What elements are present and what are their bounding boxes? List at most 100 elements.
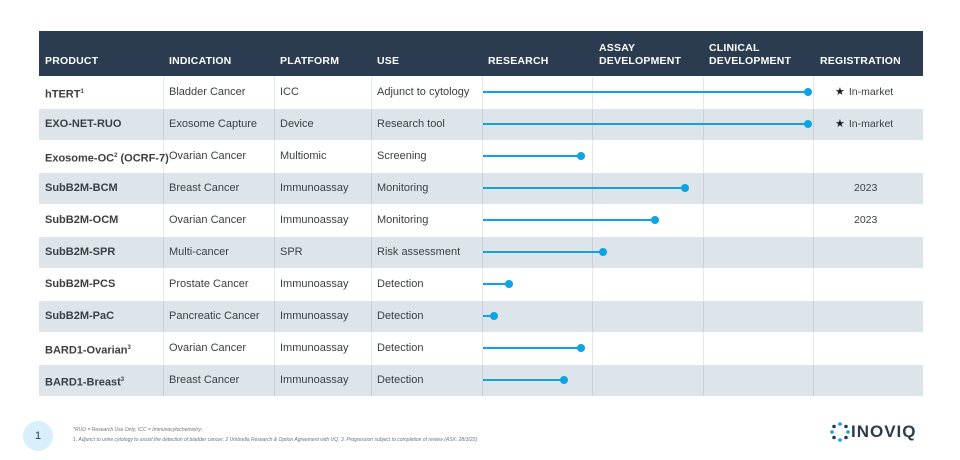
use-cell: Detection — [377, 374, 424, 386]
progress-bar — [483, 123, 808, 125]
logo-text: INOVIQ — [851, 422, 917, 441]
table-row: SubB2M-OCM Ovarian Cancer Immunoassay Monit… — [39, 204, 923, 236]
progress-bar — [483, 283, 509, 285]
column-divider — [274, 109, 275, 140]
platform-cell: Immunoassay — [280, 374, 349, 386]
column-divider — [163, 333, 164, 364]
column-divider — [371, 269, 372, 300]
column-divider — [274, 77, 275, 108]
progress-marker — [490, 312, 499, 320]
progress-bar — [483, 155, 581, 157]
platform-cell: Immunoassay — [280, 214, 349, 226]
page-number: 1 — [23, 421, 53, 451]
indication-cell: Pancreatic Cancer — [169, 310, 260, 322]
progress-bar — [483, 315, 495, 317]
column-divider — [163, 77, 164, 108]
column-divider — [813, 237, 814, 268]
column-divider — [274, 365, 275, 396]
header-assay-development: ASSAY DEVELOPMENT — [599, 42, 682, 67]
column-divider — [482, 205, 483, 236]
progress-bar — [483, 347, 581, 349]
indication-cell: Ovarian Cancer — [169, 214, 247, 226]
column-divider — [371, 365, 372, 396]
progress-bar — [483, 251, 604, 253]
product-name: SubB2M-PCS — [45, 278, 116, 290]
table-row: hTERT1 Bladder Cancer ICC Adjunct to cytolo… — [39, 76, 923, 108]
column-divider — [592, 141, 593, 172]
column-divider — [163, 301, 164, 332]
column-divider — [813, 173, 814, 204]
table-row: BARD1-Ovarian3 Ovarian Cancer Immunoassay D… — [39, 332, 923, 364]
column-divider — [482, 365, 483, 396]
use-cell: Detection — [377, 310, 424, 322]
product-name: hTERT1 — [45, 88, 84, 101]
progress-bar — [483, 91, 808, 93]
column-divider — [274, 141, 275, 172]
column-divider — [163, 205, 164, 236]
header-research: RESEARCH — [488, 55, 549, 67]
table-row: SubB2M-SPR Multi-cancer SPR Risk assessment — [39, 236, 923, 268]
progress-marker — [576, 344, 585, 352]
column-divider — [482, 141, 483, 172]
progress-marker — [804, 88, 812, 96]
column-divider — [482, 77, 483, 108]
use-cell: Risk assessment — [377, 246, 461, 258]
product-name: Exosome-OC2 (OCRF-7) — [45, 152, 169, 165]
column-divider — [703, 141, 704, 172]
column-divider — [703, 333, 704, 364]
column-divider — [371, 141, 372, 172]
footnote-abbreviations: *RUO = Research Use Only; ICC = Immunocy… — [73, 427, 203, 433]
column-divider — [813, 269, 814, 300]
column-divider — [813, 365, 814, 396]
column-divider — [371, 173, 372, 204]
product-name: SubB2M-OCM — [45, 214, 119, 226]
product-name: SubB2M-SPR — [45, 246, 116, 258]
star-icon: ★ — [835, 86, 845, 98]
platform-cell: Device — [280, 118, 314, 130]
indication-cell: Prostate Cancer — [169, 278, 249, 290]
column-divider — [813, 109, 814, 140]
progress-marker — [560, 376, 569, 384]
column-divider — [371, 109, 372, 140]
use-cell: Detection — [377, 278, 424, 290]
registration-status: ★ In-market — [835, 118, 894, 130]
column-divider — [482, 237, 483, 268]
header-use: USE — [377, 55, 400, 67]
header-product: PRODUCT — [45, 55, 99, 67]
product-name: BARD1-Ovarian3 — [45, 344, 131, 357]
table-row: SubB2M-BCM Breast Cancer Immunoassay Monito… — [39, 172, 923, 204]
registration-status: ★ In-market — [835, 86, 894, 98]
table-row: EXO-NET-RUO Exosome Capture Device Research… — [39, 108, 923, 140]
platform-cell: SPR — [280, 246, 303, 258]
column-divider — [274, 205, 275, 236]
product-name: SubB2M-PaC — [45, 310, 115, 322]
column-divider — [592, 365, 593, 396]
indication-cell: Breast Cancer — [169, 182, 240, 194]
indication-cell: Ovarian Cancer — [169, 342, 247, 354]
use-cell: Monitoring — [377, 182, 429, 194]
indication-cell: Bladder Cancer — [169, 86, 246, 98]
platform-cell: ICC — [280, 86, 299, 98]
column-divider — [703, 301, 704, 332]
column-divider — [274, 333, 275, 364]
indication-cell: Multi-cancer — [169, 246, 229, 258]
progress-marker — [680, 184, 689, 192]
column-divider — [813, 141, 814, 172]
column-divider — [163, 269, 164, 300]
progress-marker — [505, 280, 513, 288]
product-name: EXO-NET-RUO — [45, 118, 122, 130]
registration-status: 2023 — [854, 214, 878, 226]
column-divider — [274, 237, 275, 268]
header-registration: REGISTRATION — [820, 55, 901, 67]
column-divider — [482, 269, 483, 300]
progress-marker — [651, 216, 660, 224]
column-divider — [813, 333, 814, 364]
column-divider — [482, 333, 483, 364]
column-divider — [592, 333, 593, 364]
inoviq-logo: INOVIQ — [829, 421, 917, 443]
column-divider — [703, 237, 704, 268]
column-divider — [703, 205, 704, 236]
column-divider — [482, 173, 483, 204]
registration-status: 2023 — [854, 182, 878, 194]
column-divider — [163, 365, 164, 396]
